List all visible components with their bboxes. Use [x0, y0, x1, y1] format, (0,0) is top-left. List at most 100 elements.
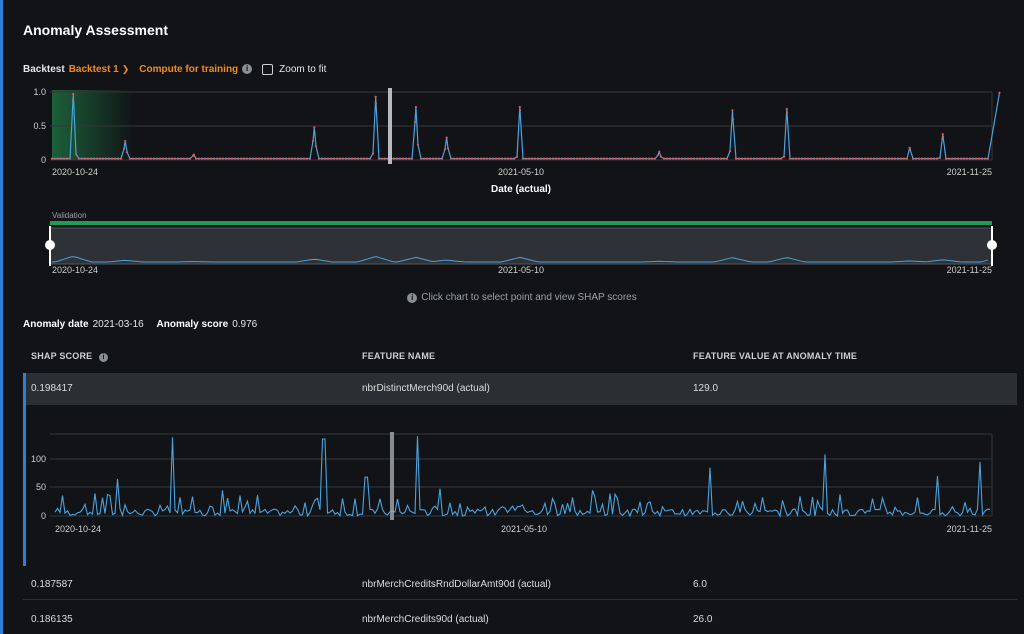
data-point[interactable] — [980, 157, 984, 160]
data-point[interactable] — [851, 157, 855, 160]
data-point[interactable] — [839, 157, 843, 160]
data-point[interactable] — [149, 157, 153, 160]
data-point[interactable] — [863, 157, 867, 160]
data-point[interactable] — [359, 157, 363, 160]
data-point[interactable] — [227, 157, 231, 160]
data-point[interactable] — [770, 157, 774, 160]
data-point[interactable] — [356, 157, 360, 160]
data-point[interactable] — [959, 157, 963, 160]
data-point[interactable] — [377, 157, 381, 160]
data-point[interactable] — [911, 157, 915, 160]
data-point[interactable] — [935, 157, 939, 160]
data-point[interactable] — [314, 145, 318, 148]
data-point[interactable] — [353, 157, 357, 160]
data-point[interactable] — [533, 157, 537, 160]
data-point[interactable] — [275, 157, 279, 160]
data-point[interactable] — [518, 105, 521, 109]
data-point[interactable] — [803, 157, 807, 160]
right-drag-handle[interactable] — [987, 240, 997, 250]
data-point[interactable] — [467, 157, 471, 160]
data-point[interactable] — [728, 150, 732, 153]
data-point[interactable] — [713, 157, 717, 160]
data-point[interactable] — [776, 157, 780, 160]
data-point[interactable] — [308, 157, 312, 160]
data-point[interactable] — [896, 157, 900, 160]
data-point[interactable] — [65, 157, 69, 160]
data-point[interactable] — [284, 157, 288, 160]
data-point[interactable] — [398, 157, 402, 160]
data-point[interactable] — [695, 157, 699, 160]
data-point[interactable] — [797, 157, 801, 160]
data-point[interactable] — [542, 157, 546, 160]
data-point[interactable] — [941, 135, 945, 138]
data-point[interactable] — [950, 157, 954, 160]
data-point[interactable] — [251, 157, 255, 160]
data-point[interactable] — [488, 157, 492, 160]
data-point[interactable] — [506, 157, 510, 160]
data-point[interactable] — [608, 157, 612, 160]
data-point[interactable] — [167, 157, 171, 160]
data-point[interactable] — [320, 157, 324, 160]
data-point[interactable] — [491, 157, 495, 160]
data-point[interactable] — [233, 157, 237, 160]
data-point[interactable] — [479, 157, 483, 160]
data-point[interactable] — [539, 157, 543, 160]
data-point[interactable] — [758, 157, 762, 160]
data-point[interactable] — [590, 157, 594, 160]
data-point[interactable] — [89, 157, 93, 160]
data-point[interactable] — [317, 157, 321, 160]
data-point[interactable] — [527, 157, 531, 160]
zoom-to-fit-checkbox[interactable] — [262, 63, 274, 75]
data-point[interactable] — [731, 109, 734, 112]
data-point[interactable] — [212, 157, 216, 160]
data-point[interactable] — [269, 157, 273, 160]
data-point[interactable] — [452, 157, 456, 160]
data-point[interactable] — [374, 102, 378, 105]
data-point[interactable] — [134, 157, 138, 160]
data-point[interactable] — [59, 157, 63, 160]
table-row[interactable]: 0.186135 nbrMerchCredits90d (actual) 26.… — [23, 608, 1017, 634]
data-point[interactable] — [614, 157, 618, 160]
data-point[interactable] — [422, 157, 426, 160]
data-point[interactable] — [146, 157, 150, 160]
data-point[interactable] — [341, 157, 345, 160]
data-point[interactable] — [866, 157, 870, 160]
data-point[interactable] — [503, 157, 507, 160]
data-point[interactable] — [313, 126, 316, 129]
data-point[interactable] — [662, 157, 666, 160]
data-point[interactable] — [584, 157, 588, 160]
data-point[interactable] — [824, 157, 828, 160]
data-point[interactable] — [977, 157, 981, 160]
data-point[interactable] — [623, 157, 627, 160]
data-point[interactable] — [971, 157, 975, 160]
data-point[interactable] — [407, 157, 411, 160]
data-point[interactable] — [536, 157, 540, 160]
data-point[interactable] — [401, 157, 405, 160]
data-point[interactable] — [881, 157, 885, 160]
data-point[interactable] — [929, 157, 933, 160]
left-drag-handle[interactable] — [45, 240, 55, 250]
data-point[interactable] — [974, 157, 978, 160]
data-point[interactable] — [944, 157, 948, 160]
data-point[interactable] — [92, 157, 96, 160]
data-point[interactable] — [383, 157, 387, 160]
data-point[interactable] — [701, 157, 705, 160]
data-point[interactable] — [941, 133, 944, 136]
data-point[interactable] — [572, 157, 576, 160]
data-point[interactable] — [983, 157, 987, 160]
data-point[interactable] — [635, 157, 639, 160]
data-point[interactable] — [791, 157, 795, 160]
data-point[interactable] — [659, 155, 663, 158]
data-point[interactable] — [905, 157, 909, 160]
data-point[interactable] — [254, 157, 258, 160]
data-point[interactable] — [119, 157, 123, 160]
data-point[interactable] — [302, 157, 306, 160]
data-point[interactable] — [272, 157, 276, 160]
data-point[interactable] — [362, 157, 366, 160]
data-point[interactable] — [785, 111, 789, 114]
data-point[interactable] — [599, 157, 603, 160]
data-point[interactable] — [170, 157, 174, 160]
data-point[interactable] — [515, 155, 519, 158]
data-point[interactable] — [545, 157, 549, 160]
data-point[interactable] — [845, 157, 849, 160]
